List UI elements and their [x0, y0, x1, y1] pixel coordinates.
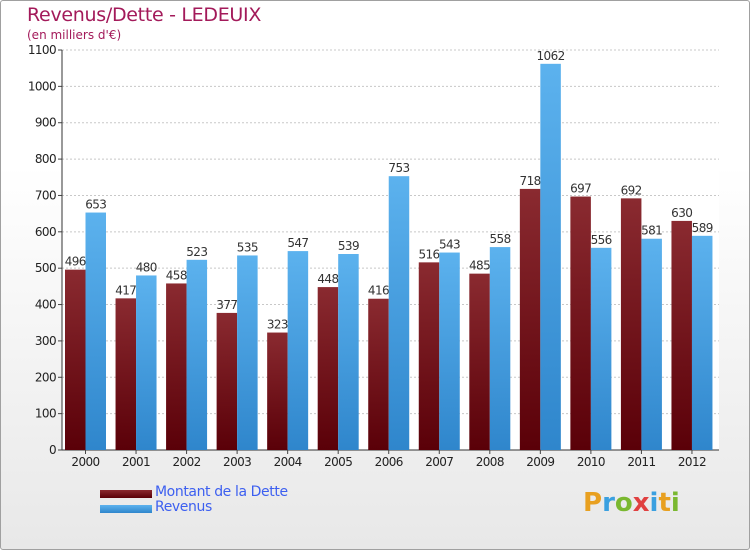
value-label-dette: 496	[65, 255, 86, 269]
chart-title: Revenus/Dette - LEDEUIX	[27, 4, 262, 26]
legend-swatch-revenus	[100, 505, 152, 513]
value-label-dette: 630	[671, 206, 692, 220]
legend-label-dette: Montant de la Dette	[155, 484, 288, 500]
y-tick-label: 100	[35, 407, 56, 421]
y-tick-label: 1100	[28, 43, 56, 57]
y-tick-label: 800	[35, 152, 56, 166]
x-tick-label: 2010	[577, 455, 605, 469]
bar-revenus	[388, 176, 410, 450]
x-tick-label: 2001	[122, 455, 150, 469]
bar-revenus	[590, 247, 612, 450]
bar-revenus	[85, 212, 106, 450]
logo-letter: P	[583, 488, 603, 518]
bar-revenus	[136, 275, 157, 450]
x-tick-label: 2011	[627, 455, 655, 469]
bar-dette	[671, 220, 692, 450]
y-tick-label: 500	[35, 261, 56, 275]
logo-letter: i	[670, 488, 680, 518]
bar-revenus	[641, 238, 662, 450]
legend-swatch-dette	[100, 490, 152, 498]
x-tick-label: 2005	[324, 455, 352, 469]
x-tick-label: 2004	[274, 455, 302, 469]
value-label-revenus: 589	[692, 221, 713, 235]
value-label-dette: 718	[520, 174, 541, 188]
value-label-revenus: 543	[439, 238, 460, 252]
value-label-revenus: 535	[237, 240, 258, 254]
x-tick-label: 2002	[173, 455, 201, 469]
chart-subtitle: (en milliers d'€)	[27, 28, 122, 42]
y-tick-label: 200	[35, 370, 56, 384]
value-label-revenus: 1062	[537, 49, 565, 63]
value-label-revenus: 581	[641, 224, 662, 238]
x-tick-label: 2003	[223, 455, 251, 469]
bar-revenus	[287, 251, 309, 450]
y-tick-label: 300	[35, 334, 56, 348]
logo-letter: x	[632, 488, 650, 518]
bar-dette	[317, 287, 339, 450]
value-label-dette: 485	[469, 259, 490, 273]
value-label-revenus: 523	[186, 245, 207, 259]
bar-dette	[115, 298, 137, 450]
y-tick-label: 400	[35, 298, 56, 312]
x-tick-label: 2007	[425, 455, 453, 469]
value-label-dette: 697	[570, 182, 591, 196]
value-label-dette: 692	[621, 183, 642, 197]
value-label-revenus: 753	[388, 161, 409, 175]
y-tick-label: 0	[49, 443, 56, 457]
y-tick-label: 900	[35, 116, 56, 130]
bar-revenus	[338, 254, 359, 450]
bar-revenus	[489, 247, 511, 450]
value-label-revenus: 539	[338, 239, 359, 253]
x-tick-label: 2006	[375, 455, 403, 469]
bar-dette	[469, 273, 490, 450]
y-tick-label: 600	[35, 225, 56, 239]
value-label-revenus: 547	[287, 236, 308, 250]
value-label-dette: 448	[317, 272, 338, 286]
x-tick-label: 2008	[476, 455, 504, 469]
bar-dette	[519, 188, 541, 450]
logo-letter: t	[658, 488, 671, 518]
y-tick-label: 700	[35, 188, 56, 202]
bar-dette	[368, 298, 389, 450]
value-label-dette: 416	[368, 284, 389, 298]
value-label-dette: 458	[166, 268, 187, 282]
logo-letter: o	[614, 488, 633, 518]
value-label-revenus: 653	[85, 198, 106, 212]
logo-letter: i	[649, 488, 659, 518]
bar-dette	[65, 269, 86, 450]
proxiti-logo: Proxiti	[583, 488, 680, 518]
bar-revenus	[540, 63, 561, 451]
x-tick-label: 2000	[71, 455, 99, 469]
value-label-dette: 417	[115, 283, 136, 297]
value-label-revenus: 558	[490, 232, 511, 246]
x-tick-label: 2012	[678, 455, 706, 469]
legend-label-revenus: Revenus	[155, 499, 212, 515]
bar-dette	[166, 283, 187, 450]
bar-dette	[570, 196, 591, 450]
value-label-revenus: 480	[136, 260, 157, 274]
bar-dette	[267, 332, 288, 450]
bar-revenus	[439, 252, 460, 450]
bar-revenus	[691, 235, 713, 450]
y-tick-label: 1000	[28, 79, 56, 93]
bar-revenus	[186, 259, 208, 450]
value-label-revenus: 556	[591, 233, 612, 247]
bar-dette	[620, 198, 642, 450]
bar-dette	[216, 312, 238, 450]
value-label-dette: 323	[267, 318, 288, 332]
value-label-dette: 377	[216, 298, 237, 312]
bar-revenus	[237, 255, 258, 450]
bar-dette	[418, 262, 440, 450]
logo-letter: r	[602, 488, 615, 518]
value-label-dette: 516	[418, 247, 439, 261]
x-tick-label: 2009	[526, 455, 554, 469]
